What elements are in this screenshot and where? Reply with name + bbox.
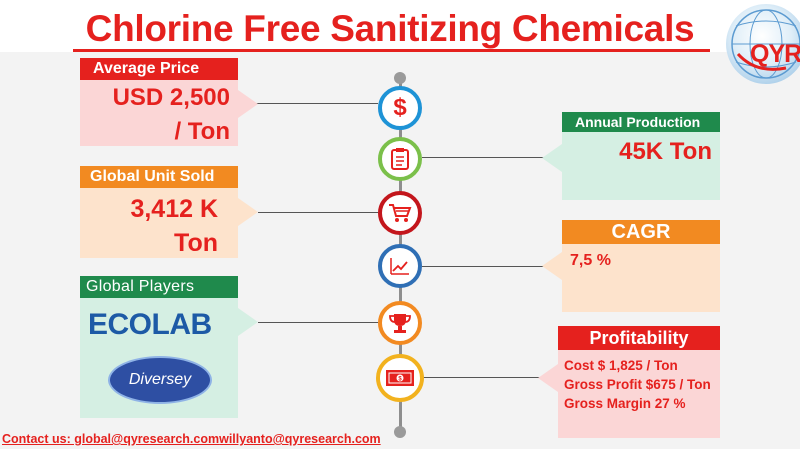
connector-global-unit-sold bbox=[258, 212, 378, 213]
contact-footer: Contact us: global@qyresearch.comwillyan… bbox=[2, 432, 381, 446]
dollar-icon: $ bbox=[393, 94, 407, 121]
global-unit-sold-arrow bbox=[238, 198, 258, 226]
cagr-panel: CAGR 7,5 % bbox=[562, 220, 720, 312]
connector-average-price bbox=[256, 103, 378, 104]
node-cash: $ bbox=[376, 354, 424, 402]
cagr-value: 7,5 % bbox=[570, 252, 611, 269]
global-unit-sold-value: 3,412 K Ton bbox=[80, 194, 218, 258]
trophy-icon bbox=[389, 314, 411, 333]
profitability-cost: Cost $ 1,825 / Ton bbox=[564, 358, 678, 373]
ecolab-logo: ECOLAB bbox=[88, 308, 212, 341]
qyr-logo: QYR bbox=[726, 4, 800, 84]
connector-global-players bbox=[258, 322, 378, 323]
average-price-line1: USD 2,500 bbox=[112, 84, 230, 111]
timeline-end-dot bbox=[394, 426, 406, 438]
profitability-arrow bbox=[538, 364, 558, 392]
global-unit-sold-panel: Global Unit Sold 3,412 K Ton bbox=[80, 166, 238, 258]
annual-production-arrow bbox=[542, 144, 562, 172]
global-players-panel: Global Players ECOLAB Diversey bbox=[80, 276, 238, 418]
cash-icon: $ bbox=[386, 370, 414, 386]
profitability-gross-margin: Gross Margin 27 % bbox=[564, 396, 686, 411]
contact-email-2[interactable]: willyanto@qyresearch.com bbox=[219, 432, 381, 446]
connector-annual-production bbox=[422, 157, 546, 158]
cagr-header: CAGR bbox=[562, 220, 720, 244]
connector-profitability bbox=[422, 377, 546, 378]
profitability-panel: Profitability Cost $ 1,825 / Ton Gross P… bbox=[558, 326, 720, 438]
average-price-panel: Average Price USD 2,500 / Ton bbox=[80, 58, 238, 146]
chart-icon bbox=[390, 258, 409, 275]
connector-cagr bbox=[422, 266, 546, 267]
contact-email-1[interactable]: Contact us: global@qyresearch.com bbox=[2, 432, 220, 446]
global-players-arrow bbox=[238, 308, 258, 336]
average-price-header: Average Price bbox=[80, 58, 238, 80]
average-price-value: USD 2,500 / Ton bbox=[80, 84, 230, 146]
profitability-details: Cost $ 1,825 / Ton Gross Profit $675 / T… bbox=[564, 356, 711, 413]
diversey-logo: Diversey bbox=[108, 356, 212, 404]
cart-icon bbox=[389, 204, 412, 222]
svg-text:$: $ bbox=[398, 377, 402, 383]
global-unit-sold-header: Global Unit Sold bbox=[80, 166, 238, 188]
timeline-start-dot bbox=[394, 72, 406, 84]
average-price-arrow bbox=[238, 90, 258, 118]
annual-production-value: 45K Ton bbox=[619, 138, 712, 165]
node-chart bbox=[378, 244, 422, 288]
global-players-header: Global Players bbox=[80, 276, 238, 298]
node-clipboard bbox=[378, 137, 422, 181]
node-trophy bbox=[378, 301, 422, 345]
logo-text: QYR bbox=[750, 40, 800, 68]
clipboard-icon bbox=[391, 148, 409, 170]
node-dollar: $ bbox=[378, 86, 422, 130]
page-title: Chlorine Free Sanitizing Chemicals bbox=[85, 8, 695, 49]
profitability-gross-profit: Gross Profit $675 / Ton bbox=[564, 377, 711, 392]
average-price-line2: / Ton bbox=[174, 118, 230, 145]
global-unit-sold-line2: Ton bbox=[174, 229, 218, 257]
node-cart bbox=[378, 191, 422, 235]
annual-production-panel: Annual Production 45K Ton bbox=[562, 112, 720, 200]
annual-production-header: Annual Production bbox=[562, 112, 720, 132]
profitability-header: Profitability bbox=[558, 326, 720, 350]
title-underline bbox=[73, 49, 710, 52]
cagr-arrow bbox=[542, 252, 562, 280]
global-unit-sold-line1: 3,412 K bbox=[130, 195, 218, 223]
header-band bbox=[0, 0, 800, 52]
globe-icon bbox=[731, 9, 800, 79]
